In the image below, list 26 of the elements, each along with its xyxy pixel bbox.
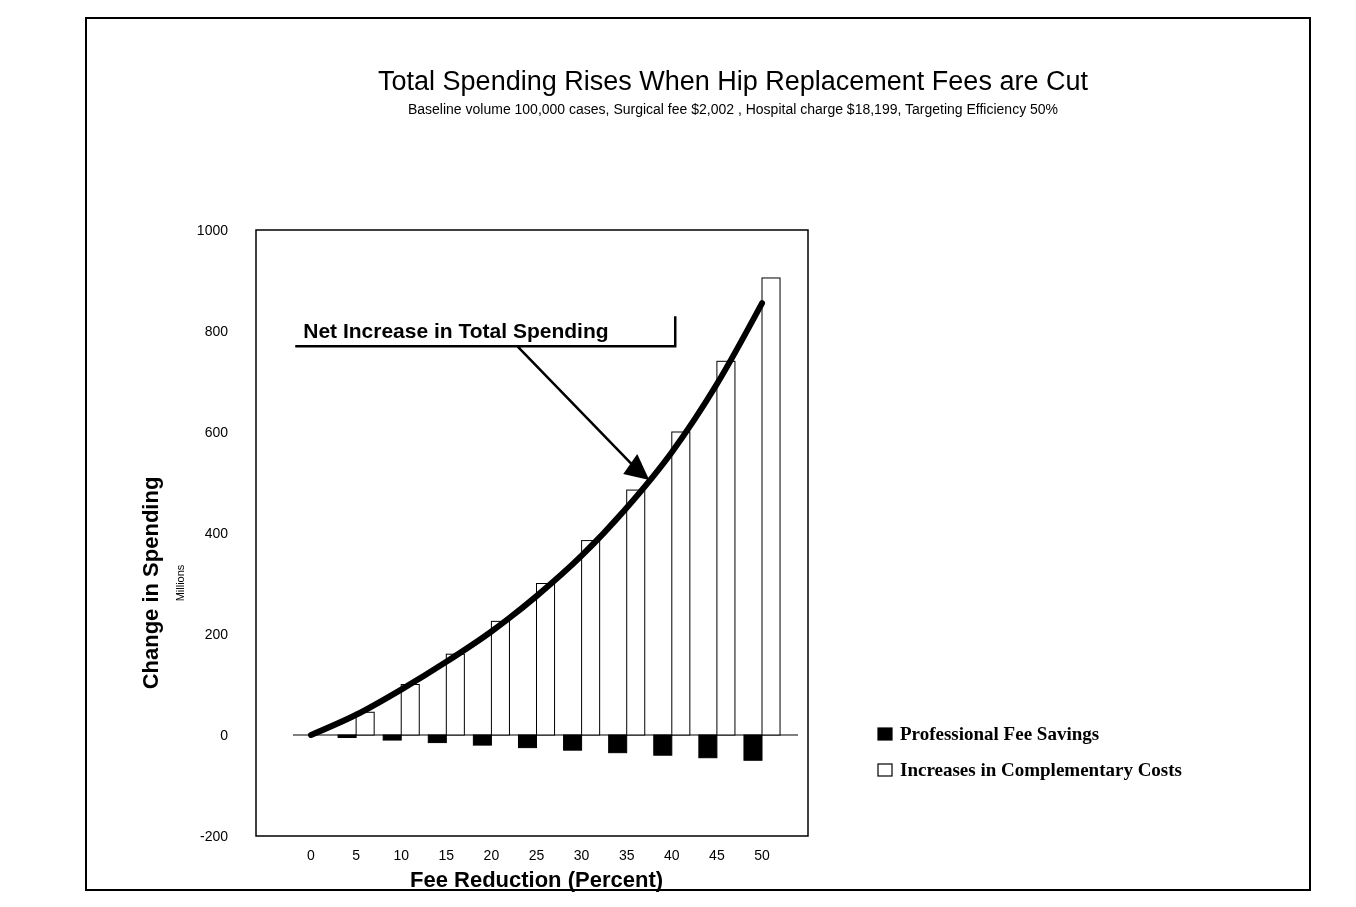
x-tick-label: 35: [618, 847, 635, 863]
x-tick-label: 50: [754, 847, 770, 863]
y-tick-label: 0: [220, 727, 229, 743]
y-axis-title: Change in Spending: [138, 476, 163, 690]
x-tick-label: 10: [393, 847, 410, 863]
y-tick-label: -200: [199, 828, 229, 844]
y-tick-label: 800: [204, 323, 229, 339]
x-tick-label: 20: [483, 847, 500, 863]
y-tick-label: 1000: [196, 222, 229, 238]
legend-label: Increases in Complementary Costs: [900, 759, 1182, 780]
y-tick-label: 400: [204, 525, 229, 541]
x-tick-label: 0: [307, 847, 316, 863]
chart-subtitle: Baseline volume 100,000 cases, Surgical fee $2,002 , Hospital charge $18,199, Targeting Efficiency 50%: [407, 101, 1059, 117]
x-axis-title: Fee Reduction (Percent): [409, 867, 664, 892]
y-tick-label: 600: [204, 424, 229, 440]
x-tick-label: 45: [709, 847, 725, 863]
text: Net Increase in Total Spending: [303, 319, 609, 343]
x-tick-label: 40: [664, 847, 680, 863]
y-tick-label: 200: [204, 626, 229, 642]
legend-label: Professional Fee Savings: [900, 723, 1100, 744]
x-tick-label: 30: [573, 847, 590, 863]
chart-title: Total Spending Rises When Hip Replacement Fees are Cut: [378, 66, 1089, 96]
x-tick-label: 15: [438, 847, 455, 863]
x-tick-label: 5: [352, 847, 361, 863]
text: Millions: [174, 564, 186, 602]
x-tick-label: 25: [528, 847, 545, 863]
